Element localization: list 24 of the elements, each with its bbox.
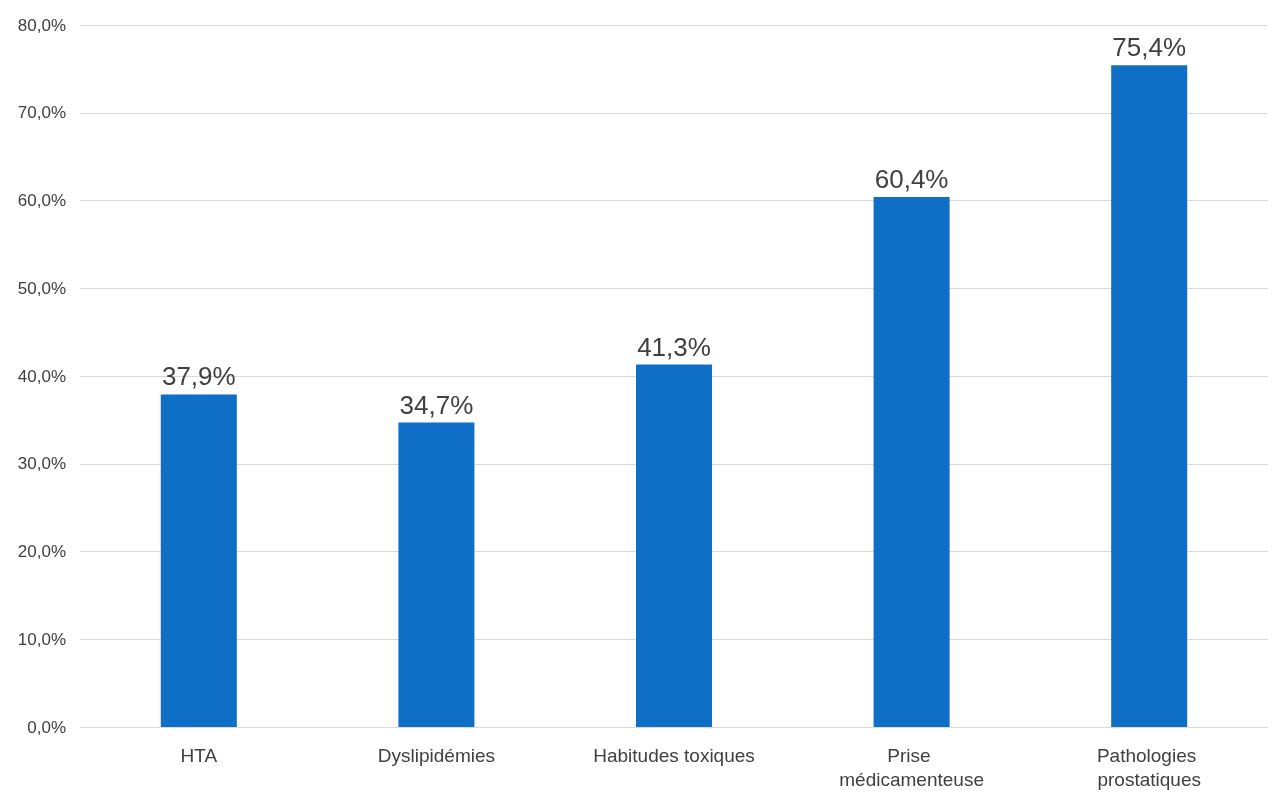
bar bbox=[1111, 65, 1188, 727]
y-tick-label: 70,0% bbox=[17, 103, 66, 123]
y-tick-label: 10,0% bbox=[17, 629, 66, 649]
data-label: 41,3% bbox=[637, 331, 711, 362]
data-label: 60,4% bbox=[874, 163, 949, 194]
bar bbox=[635, 364, 713, 727]
x-tick-label: Dyslipidémies bbox=[377, 744, 495, 766]
y-tick-label: 40,0% bbox=[17, 366, 66, 386]
x-tick-label: Pathologies prostatiques bbox=[1096, 744, 1202, 790]
y-tick-label: 0,0% bbox=[27, 717, 66, 737]
bar bbox=[398, 422, 475, 727]
data-label: 34,7% bbox=[399, 389, 474, 420]
y-tick-label: 30,0% bbox=[17, 454, 66, 474]
data-label: 37,9% bbox=[161, 361, 236, 392]
y-tick-label: 80,0% bbox=[17, 15, 66, 35]
y-tick-label: 20,0% bbox=[17, 542, 66, 561]
y-tick-label: 60,0% bbox=[17, 191, 66, 210]
x-tick-label: HTA bbox=[180, 744, 218, 766]
x-tick-label: Habitudes toxiques bbox=[593, 744, 755, 766]
bar bbox=[873, 196, 950, 727]
y-tick-label: 50,0% bbox=[17, 278, 66, 298]
x-tick-label: Prise médicamenteuse bbox=[839, 744, 984, 790]
data-label: 75,4% bbox=[1112, 32, 1187, 63]
bar bbox=[160, 394, 237, 727]
